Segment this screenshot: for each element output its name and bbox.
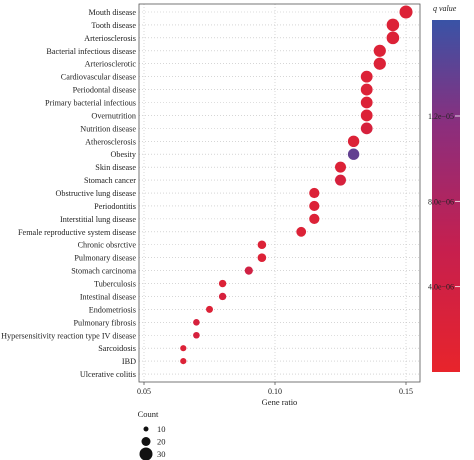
data-point [309,187,320,199]
grid-lines [139,4,420,382]
data-point [386,31,400,45]
category-label: Stomach cancer [84,176,136,185]
data-point [206,305,213,313]
x-axis-title: Gene ratio [262,397,298,407]
data-point [257,240,267,250]
category-labels: Mouth disease Tooth disease Arterioscleros… [1,8,137,379]
data-point [257,253,267,262]
category-label: Cardiovascular disease [61,73,137,82]
size-legend-dot [143,426,149,432]
colorbar-tick-label: 4.0e−06 [428,283,454,292]
data-point [180,345,187,352]
x-tick-label: 0.15 [399,387,413,396]
category-label: Pulmonary fibrosis [73,318,136,327]
category-label: IBD [122,357,136,366]
category-label: Hypersensitivity reaction type IV diseas… [1,331,136,340]
category-label: Obstructive lung disease [56,189,137,198]
category-label: Periodontal disease [73,86,137,95]
size-legend-items: 10 20 30 [139,424,166,460]
category-label: Primary bacterial infectious [45,99,136,108]
category-label: Sarcoidosis [98,344,136,353]
size-legend: Count 10 20 30 [138,409,166,460]
category-label: Mouth disease [88,8,136,17]
category-label: Overnutrition [91,111,136,120]
data-point [360,122,373,135]
category-label: Ulcerative colitis [80,370,136,379]
data-point [373,57,386,70]
data-point [193,331,200,339]
category-label: Atherosclerosis [85,137,136,146]
size-legend-label: 10 [157,424,166,434]
data-point [309,200,320,212]
category-label: Interstitial lung disease [60,215,136,224]
size-legend-title: Count [138,409,159,419]
data-point [218,279,227,288]
data-point [373,44,386,57]
x-axis-ticks: 0.05 0.10 0.15 [137,382,413,396]
category-label: Female reproductive system disease [18,228,136,237]
category-label: Skin disease [95,163,136,172]
size-legend-label: 20 [157,437,166,447]
category-label: Stomach carcinoma [71,267,136,276]
data-point [218,292,227,301]
category-label: Periodontitis [94,202,136,211]
data-point [309,213,320,224]
category-label: Chronic obsrctive [78,241,137,250]
colorbar-tick-label: 8.0e−06 [428,197,454,206]
data-point [360,83,373,96]
category-label: Intestinal disease [80,292,137,301]
data-point [335,174,346,186]
category-label: Arteriosclerotic [85,60,137,69]
category-label: Pulmonary disease [74,254,136,263]
x-tick-label: 0.10 [268,387,282,396]
data-point [386,18,400,32]
data-point [360,96,373,109]
colorbar-title: q value [433,4,457,13]
colorbar-gradient [432,20,460,372]
category-label: Nutrition disease [80,124,136,133]
size-legend-dot [141,437,151,446]
category-label: Obesity [111,150,137,159]
category-label: Bacterial infectious disease [46,47,136,56]
data-point [244,266,253,275]
category-label: Tooth disease [91,21,136,30]
data-point [360,70,373,83]
data-point [347,148,360,160]
data-point [399,5,413,19]
colorbar-ticks: 1.2e−05 8.0e−06 4.0e−06 [428,112,460,292]
data-point [335,161,346,173]
data-point [347,135,360,147]
category-label: Tuberculosis [94,280,136,289]
category-label: Endometriosis [89,305,136,314]
data-point [193,319,200,326]
x-tick-label: 0.05 [137,387,151,396]
plot-frame [138,3,421,383]
data-point [296,226,307,237]
category-label: Arteriosclerosis [84,34,136,43]
colorbar-legend: q value 1.2e−05 8.0e−06 4.0e−06 [428,4,460,372]
colorbar-tick-label: 1.2e−05 [428,112,454,121]
data-points [180,5,413,365]
data-point [180,358,187,365]
size-legend-label: 30 [157,449,166,459]
size-legend-dot [139,447,153,460]
data-point [360,109,373,122]
